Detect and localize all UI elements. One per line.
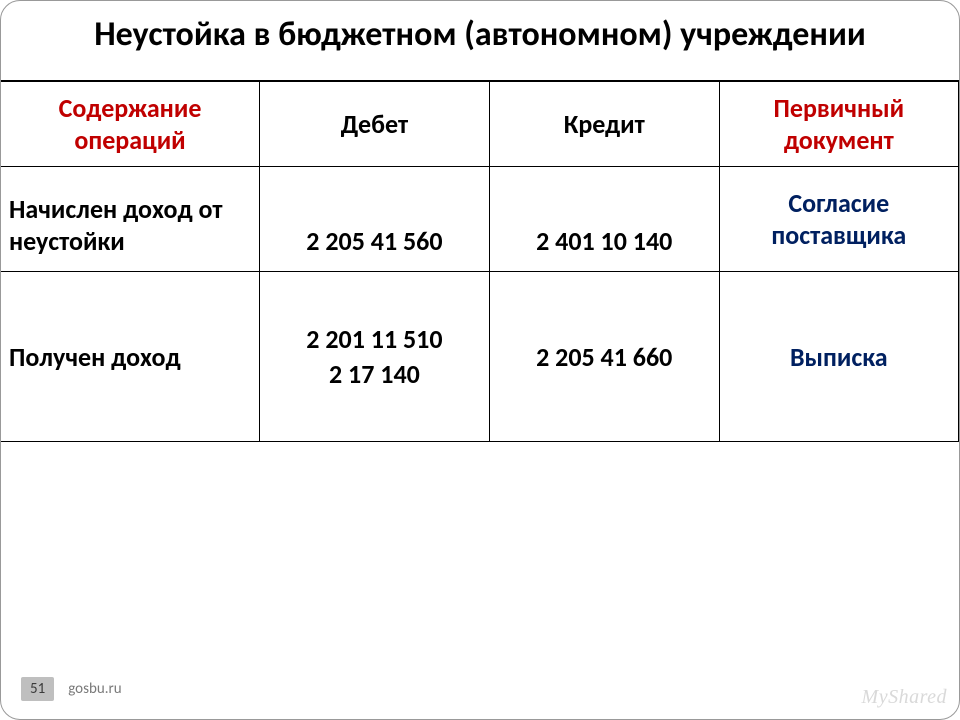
footer: 51 gosbu.ru <box>21 677 122 701</box>
cell-credit: 2 401 10 140 <box>489 167 719 272</box>
header-row: Содержание операций Дебет Кредит Первичн… <box>1 81 959 167</box>
table-row: Начислен доход от неустойки 2 205 41 560… <box>1 167 959 272</box>
page-number: 51 <box>21 677 54 701</box>
cell-credit: 2 205 41 660 <box>489 272 719 442</box>
cell-operation: Начислен доход от неустойки <box>1 167 260 272</box>
cell-document: Выписка <box>719 272 958 442</box>
slide-title: Неустойка в бюджетном (автономном) учреж… <box>1 1 959 62</box>
cell-document: Согласие поставщика <box>719 167 958 272</box>
cell-debit: 2 205 41 560 <box>260 167 490 272</box>
watermark: MyShared <box>862 686 947 709</box>
cell-debit: 2 201 11 5102 17 140 <box>260 272 490 442</box>
cell-operation: Получен доход <box>1 272 260 442</box>
table-row: Получен доход 2 201 11 5102 17 140 2 205… <box>1 272 959 442</box>
col-header-credit: Кредит <box>489 81 719 167</box>
col-header-operations: Содержание операций <box>1 81 260 167</box>
col-header-debit: Дебет <box>260 81 490 167</box>
col-header-document: Первичный документ <box>719 81 958 167</box>
slide: Неустойка в бюджетном (автономном) учреж… <box>0 0 960 720</box>
accounting-table: Содержание операций Дебет Кредит Первичн… <box>1 80 959 442</box>
source-label: gosbu.ru <box>68 680 121 698</box>
